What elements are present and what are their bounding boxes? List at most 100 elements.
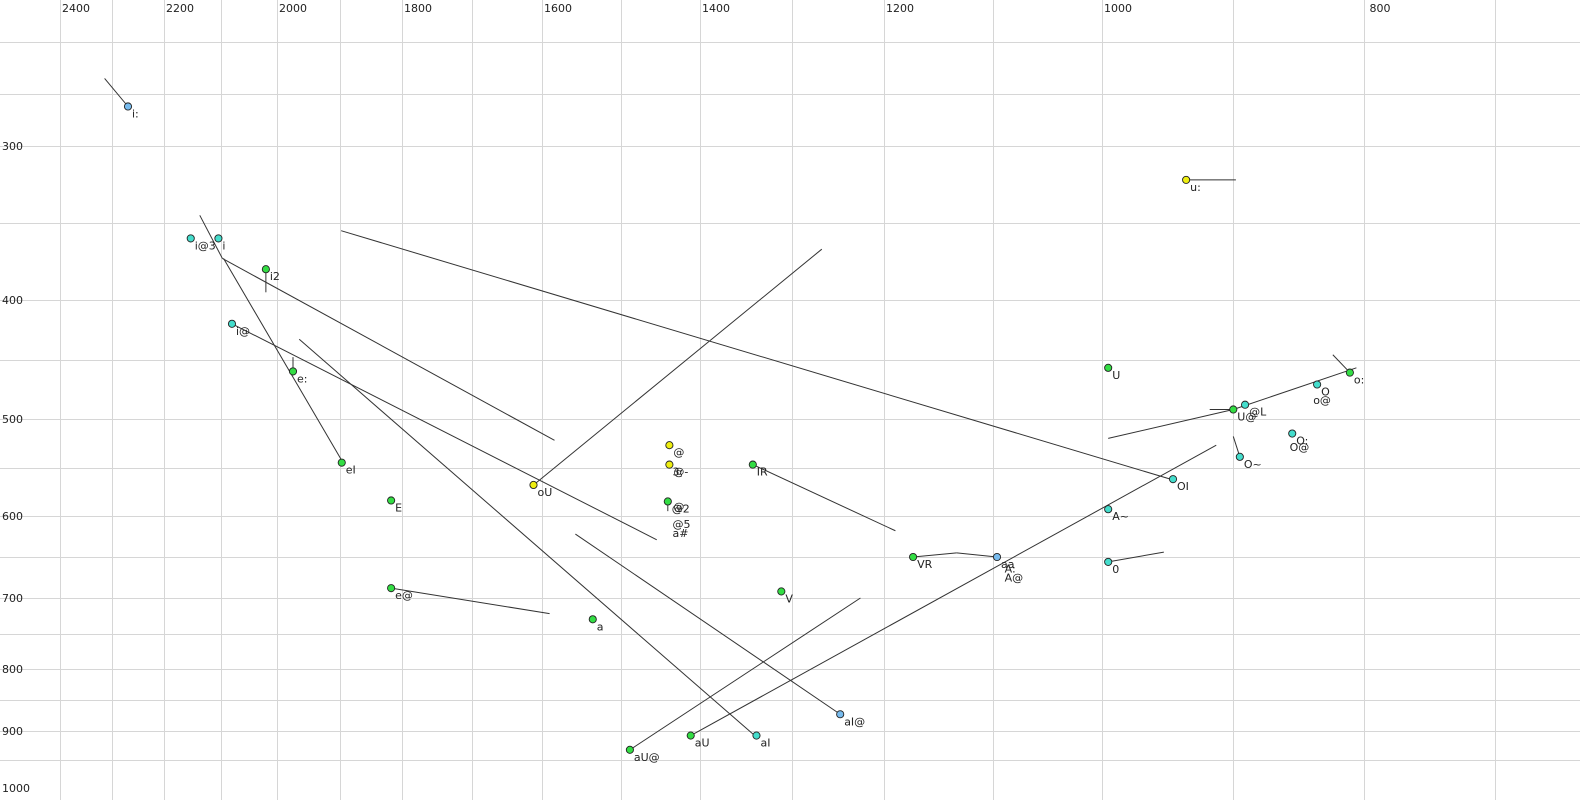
x-tick-label: 1200 bbox=[886, 2, 914, 15]
vowel-label: e@ bbox=[395, 589, 413, 602]
vowel-point bbox=[836, 710, 845, 719]
vowel-point bbox=[663, 497, 672, 506]
vowel-label: oU bbox=[538, 486, 553, 499]
vowel-label: i: bbox=[132, 107, 139, 120]
vowel-label: U bbox=[1112, 369, 1120, 382]
vowel-label: @L bbox=[1249, 406, 1267, 419]
trajectory-line bbox=[690, 444, 1217, 736]
vowel-label: @ bbox=[673, 500, 684, 513]
vowel-point bbox=[1235, 452, 1244, 461]
trajectory-line bbox=[223, 258, 344, 463]
trajectory-line bbox=[575, 533, 841, 715]
vowel-point bbox=[777, 587, 786, 596]
vowel-label: 3: bbox=[673, 465, 684, 478]
y-tick-label: 500 bbox=[2, 413, 23, 426]
vowel-point bbox=[625, 745, 634, 754]
vowel-point bbox=[909, 552, 918, 562]
vowel-point bbox=[1104, 557, 1113, 566]
vowel-label: aI bbox=[760, 737, 770, 750]
vowel-label: A@ bbox=[1005, 572, 1024, 585]
trajectory-line bbox=[1108, 551, 1164, 563]
trajectory-line bbox=[629, 597, 861, 751]
vowel-label: O@ bbox=[1290, 441, 1310, 454]
vowel-label: @ bbox=[673, 446, 684, 459]
trajectory-line bbox=[391, 587, 550, 615]
vowel-label: V bbox=[785, 592, 793, 605]
y-tick-label: 900 bbox=[2, 725, 23, 738]
vowel-point bbox=[214, 234, 223, 243]
x-tick-label: 1600 bbox=[544, 2, 572, 15]
vowel-point bbox=[588, 615, 597, 624]
vowel-point bbox=[665, 460, 674, 469]
vowel-point bbox=[1229, 405, 1238, 414]
y-tick-label: 600 bbox=[2, 510, 23, 523]
vowel-point bbox=[665, 441, 674, 450]
x-tick-label: 1800 bbox=[404, 2, 432, 15]
vowel-label: aU bbox=[695, 737, 710, 750]
y-tick-label: 1000 bbox=[2, 782, 30, 795]
vowel-label: O~ bbox=[1244, 458, 1262, 471]
vowel-label: IR bbox=[757, 466, 768, 479]
trajectory-line bbox=[231, 323, 657, 541]
vowel-point bbox=[1104, 505, 1113, 514]
vowel-label: OI bbox=[1177, 480, 1189, 493]
vowel-label: aU@ bbox=[634, 751, 660, 764]
vowel-label: aI@ bbox=[844, 715, 865, 728]
vowel-point bbox=[1313, 380, 1322, 389]
vowel-point bbox=[686, 731, 695, 740]
vowel-label: O bbox=[1321, 385, 1330, 398]
vowel-label: eI bbox=[346, 464, 356, 477]
vowel-label: o@ bbox=[1313, 394, 1331, 407]
vowel-points bbox=[123, 102, 1354, 754]
vowel-label: aa bbox=[1001, 558, 1014, 571]
trajectory-line bbox=[533, 248, 823, 486]
y-tick-label: 400 bbox=[2, 294, 23, 307]
vowel-label: A~ bbox=[1112, 510, 1129, 523]
vowel-label: U@ bbox=[1237, 410, 1256, 423]
vowel-point bbox=[1241, 400, 1250, 409]
vowel-point bbox=[1345, 368, 1354, 377]
vowel-point bbox=[748, 460, 757, 469]
trajectory-line bbox=[956, 552, 998, 558]
y-tick-label: 800 bbox=[2, 663, 23, 676]
vowel-point bbox=[186, 234, 195, 243]
vowel-label: A: bbox=[1005, 562, 1016, 575]
vowel-label: O: bbox=[1296, 435, 1308, 448]
x-tick-label: 1400 bbox=[702, 2, 730, 15]
vowel-label: a bbox=[597, 620, 604, 633]
x-tick-label: 1000 bbox=[1104, 2, 1132, 15]
vowel-point bbox=[387, 496, 396, 505]
vowel-label: a# bbox=[673, 527, 689, 540]
vowel-labels: i: u: i@3 i i2 i@ e: eI Ee@ a oU @ @- @2 IR V VR aa U A~ 0 OI… bbox=[132, 107, 1364, 763]
vowel-label: u: bbox=[1190, 181, 1201, 194]
vowel-label: 0 bbox=[1112, 563, 1119, 576]
x-tick-label: 2400 bbox=[62, 2, 90, 15]
vowel-point bbox=[992, 552, 1002, 562]
trajectory-line bbox=[298, 338, 755, 736]
vowel-label: @2 bbox=[672, 502, 690, 515]
x-tick-label: 2200 bbox=[166, 2, 194, 15]
vowel-label: E bbox=[395, 501, 402, 514]
trajectory-line bbox=[1108, 408, 1234, 439]
trajectory-line bbox=[199, 215, 223, 259]
vowel-point bbox=[227, 319, 237, 328]
y-tick-label: 700 bbox=[2, 592, 23, 605]
vowel-point bbox=[752, 731, 761, 740]
vowel-label: @- bbox=[673, 466, 688, 479]
vowel-point bbox=[337, 458, 346, 467]
x-tick-label: 800 bbox=[1370, 2, 1391, 15]
vowel-point bbox=[288, 367, 298, 376]
trajectory-line bbox=[222, 257, 555, 441]
trajectory-lines bbox=[104, 78, 1357, 751]
vowel-label: o: bbox=[1354, 374, 1364, 387]
vowel-point bbox=[1168, 475, 1178, 484]
vowel-point bbox=[123, 102, 133, 111]
trajectory-line bbox=[913, 552, 957, 558]
vowel-point bbox=[529, 480, 538, 490]
vowel-point bbox=[261, 265, 270, 274]
vowel-point bbox=[387, 584, 396, 593]
vowel-point bbox=[1182, 175, 1191, 184]
trajectory-line bbox=[1233, 367, 1357, 410]
